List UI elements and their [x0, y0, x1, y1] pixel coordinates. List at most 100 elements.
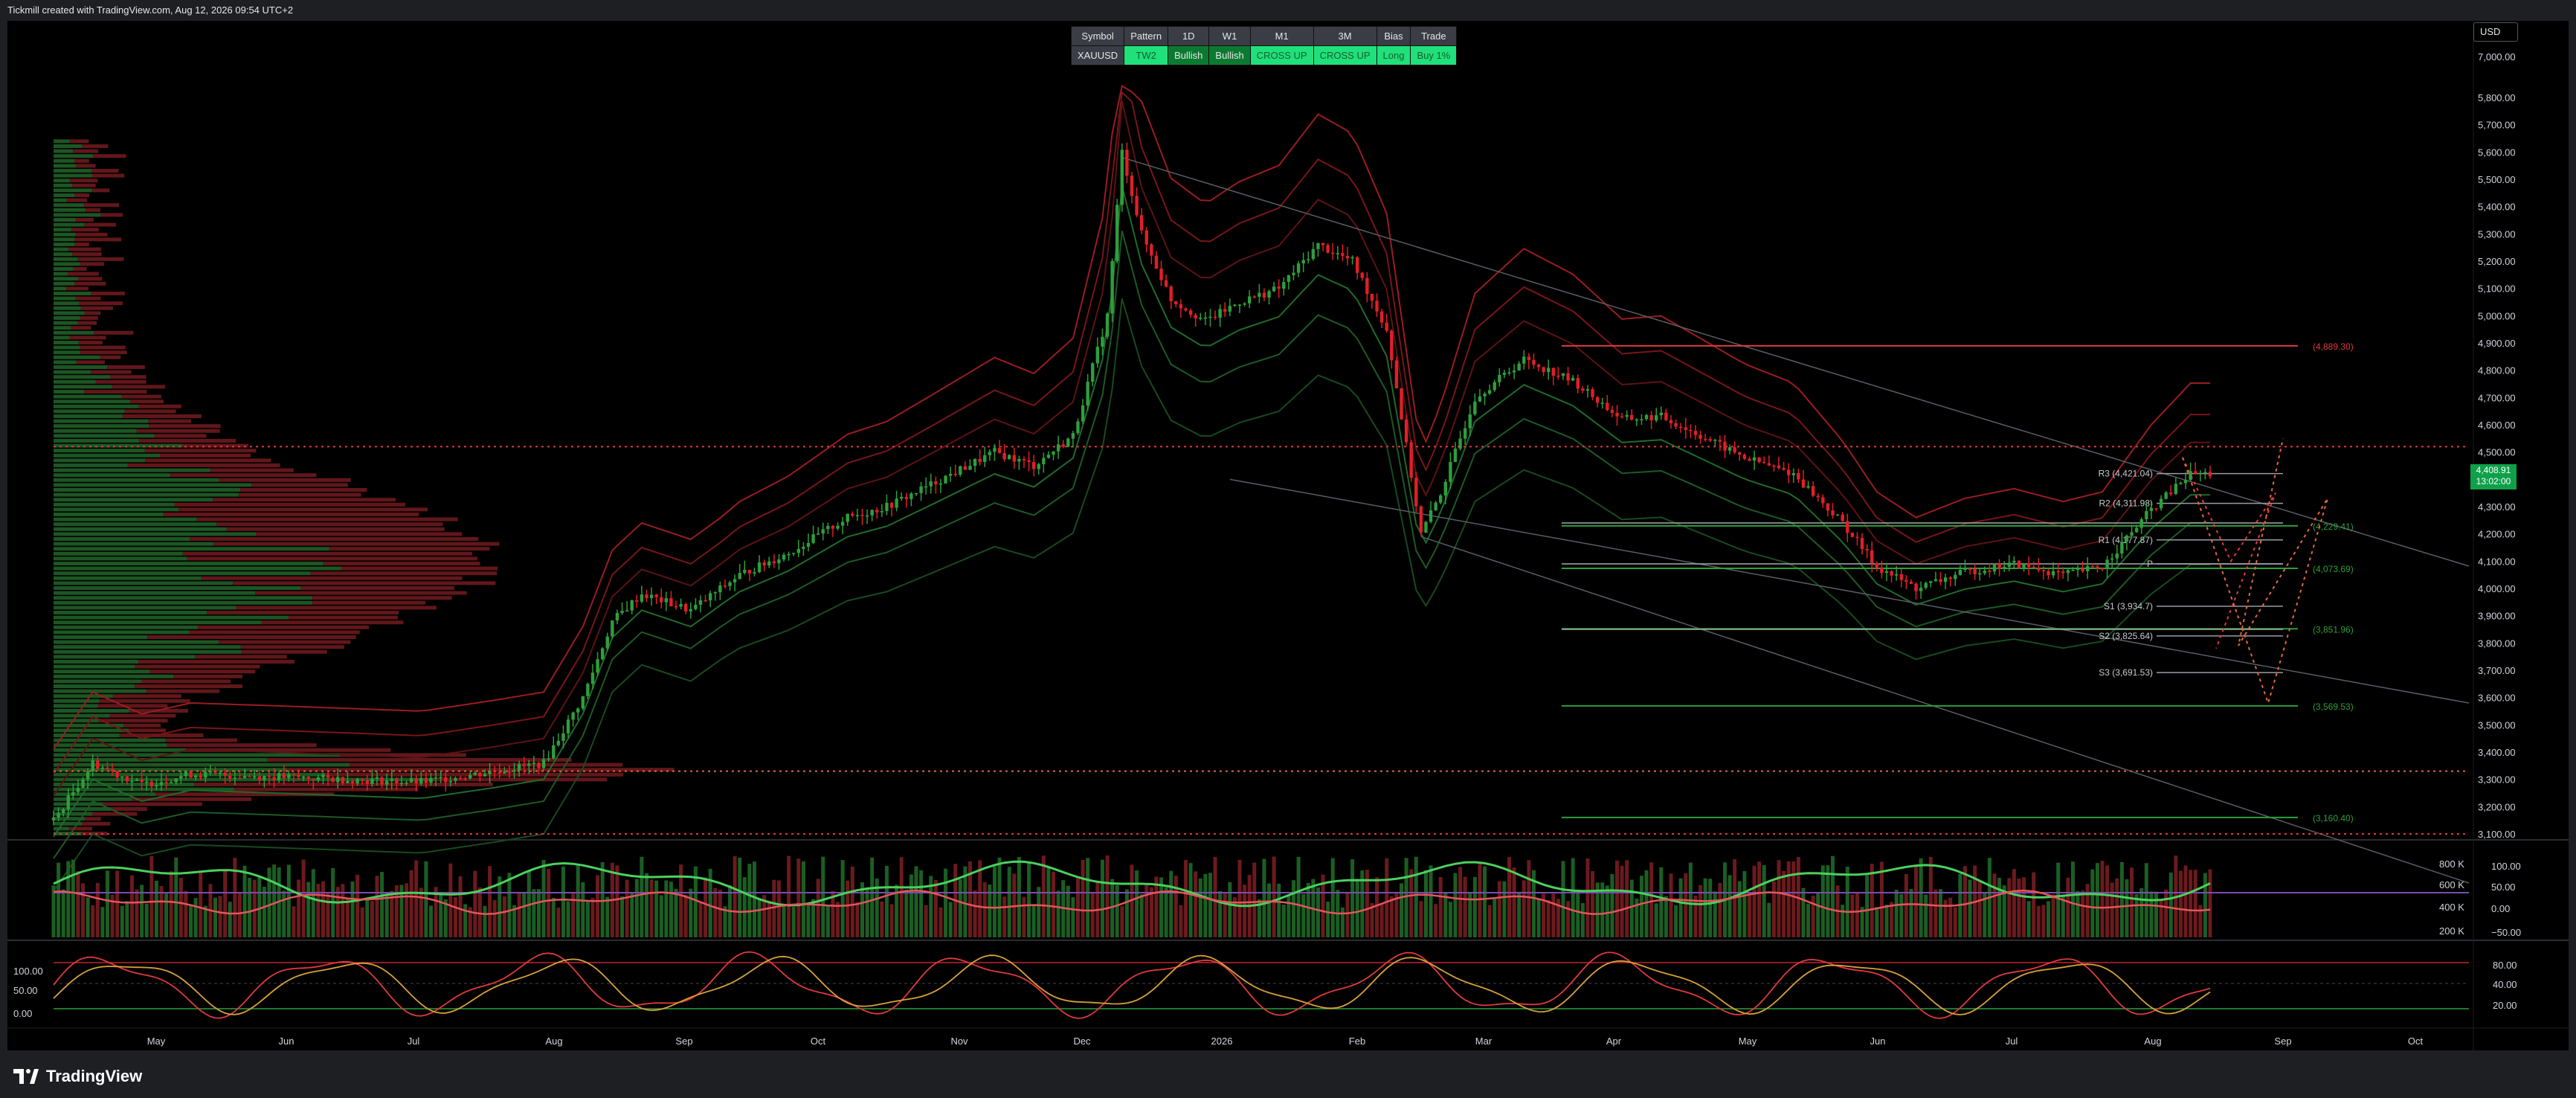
- volume-profile-bar: [163, 513, 419, 516]
- volume-bar: [1576, 891, 1580, 937]
- candle-body: [537, 762, 541, 768]
- volume-bar: [203, 905, 207, 937]
- table-header-cell: Bias: [1376, 26, 1411, 46]
- candle-body: [110, 769, 115, 771]
- volume-bar: [732, 856, 737, 937]
- volume-profile-bar: [84, 817, 101, 821]
- volume-bar: [95, 882, 100, 937]
- candle-body: [767, 561, 771, 566]
- currency-button[interactable]: USD: [2473, 22, 2518, 42]
- volume-profile-bar: [54, 566, 341, 571]
- volume-profile-bar: [73, 149, 99, 153]
- volume-profile-bar: [54, 257, 78, 261]
- volume-bar: [1272, 856, 1276, 937]
- candle-body: [2159, 498, 2163, 509]
- volume-bar: [600, 861, 605, 937]
- candle-body: [380, 777, 384, 785]
- volume-profile-bar: [54, 826, 69, 831]
- price-axis-label: 3,500.00: [2478, 719, 2516, 731]
- volume-bar: [375, 876, 379, 937]
- candle-body: [753, 572, 756, 574]
- volume-bar: [81, 883, 86, 937]
- candle-body: [1693, 431, 1698, 435]
- volume-bar: [71, 859, 75, 937]
- volume-bar: [551, 897, 556, 937]
- volume-bar: [1855, 892, 1859, 937]
- volume-profile-bar: [109, 713, 176, 718]
- candle-body: [199, 775, 202, 778]
- last-price-value: 4,408.91: [2476, 465, 2511, 475]
- candle-body: [1635, 419, 1639, 421]
- candle-body: [253, 776, 257, 778]
- tradingview-logo[interactable]: TradingView: [13, 1065, 142, 1088]
- volume-profile-bar: [77, 321, 97, 325]
- candle-body: [566, 719, 570, 733]
- volume-bar: [1052, 871, 1056, 937]
- tradingview-logo-icon: [13, 1069, 39, 1084]
- volume-profile-bar: [54, 243, 75, 246]
- volume-profile-bar: [76, 164, 96, 168]
- volume-bar: [365, 899, 370, 937]
- volume-profile-bar: [54, 365, 108, 369]
- candle-body: [473, 772, 477, 775]
- volume-profile-bar: [79, 301, 123, 306]
- volume-bar: [262, 887, 266, 937]
- candle-body: [1321, 243, 1325, 245]
- candle-body: [1135, 196, 1139, 216]
- stoch-axis-label: 100.00: [13, 966, 43, 977]
- volume-bar: [1845, 867, 1849, 937]
- volume-bar: [1782, 870, 1786, 937]
- candle-body: [346, 780, 350, 783]
- volume-bar: [649, 879, 654, 937]
- candle-body: [1772, 465, 1776, 467]
- volume-bar: [1527, 860, 1531, 937]
- price-axis-label: 3,400.00: [2478, 747, 2516, 758]
- candle-body: [1213, 316, 1217, 318]
- volume-profile-bar: [288, 615, 398, 620]
- volume-bar: [91, 905, 95, 937]
- volume-bar: [178, 877, 183, 937]
- candle-body: [1939, 579, 1942, 582]
- chart-area[interactable]: (4,889.30) (4,229.41) (4,073.69) (3,851.96)…: [7, 21, 2569, 1050]
- volume-profile-bar: [84, 311, 101, 315]
- candle-body: [419, 778, 423, 784]
- candle-body: [2056, 571, 2060, 573]
- candle-body: [1326, 245, 1330, 253]
- volume-bar: [708, 868, 712, 937]
- volume-profile-bar: [54, 158, 74, 163]
- candle-body: [2120, 542, 2124, 554]
- candle-body: [1865, 549, 1869, 550]
- candle-body: [312, 779, 315, 780]
- volume-bar: [541, 859, 546, 937]
- candle-body: [787, 553, 790, 556]
- candle-body: [2189, 471, 2192, 481]
- volume-bar: [1438, 876, 1443, 937]
- volume-bar: [1046, 866, 1051, 937]
- volume-profile-bar: [312, 600, 425, 605]
- candle-body: [2081, 568, 2084, 571]
- volume-bar: [1669, 873, 1673, 937]
- candle-body: [732, 579, 737, 582]
- volume-bar: [948, 902, 953, 937]
- volume-profile-bar: [82, 821, 111, 826]
- volume-profile-bar: [54, 336, 70, 340]
- candle-body: [1463, 428, 1467, 439]
- volume-profile-bar: [236, 606, 437, 610]
- volume-bar: [1962, 866, 1967, 937]
- volume-bar: [1326, 902, 1330, 937]
- volume-bar: [659, 895, 663, 937]
- volume-bar: [1678, 878, 1683, 937]
- volume-profile-bar: [54, 428, 137, 433]
- candle-body: [218, 772, 222, 774]
- candle-body: [1012, 455, 1017, 462]
- volume-bar: [1027, 861, 1031, 937]
- volume-bar: [350, 881, 355, 937]
- chart-canvas[interactable]: (4,889.30) (4,229.41) (4,073.69) (3,851.96)…: [7, 21, 2569, 1050]
- volume-bar: [1389, 896, 1394, 937]
- volume-bar: [409, 870, 413, 937]
- candle-body: [1037, 464, 1040, 469]
- candle-body: [1355, 257, 1359, 273]
- volume-bar: [1605, 885, 1609, 937]
- volume-profile-bar: [72, 252, 102, 257]
